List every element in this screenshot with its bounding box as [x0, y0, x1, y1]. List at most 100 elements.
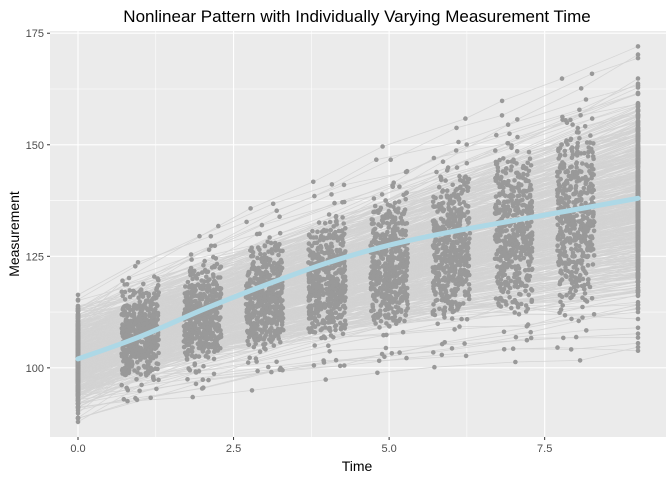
data-point	[635, 316, 641, 322]
data-point	[635, 285, 641, 291]
data-point	[141, 281, 146, 287]
data-point	[321, 319, 327, 325]
data-point	[378, 303, 384, 308]
data-point	[575, 149, 580, 154]
data-point	[368, 243, 373, 248]
data-point	[119, 382, 124, 388]
data-point	[372, 203, 378, 209]
data-point	[325, 298, 331, 304]
data-point	[193, 369, 198, 374]
data-point	[459, 259, 464, 264]
data-point	[211, 356, 217, 362]
data-point	[466, 282, 472, 287]
data-point	[498, 264, 504, 270]
data-point	[390, 300, 395, 305]
data-point	[493, 159, 499, 165]
data-point	[463, 116, 468, 121]
data-point	[510, 346, 516, 352]
data-point	[507, 207, 513, 213]
data-point	[312, 240, 317, 246]
data-point	[270, 337, 275, 342]
data-point	[457, 271, 462, 277]
data-point	[556, 182, 562, 187]
data-point	[404, 221, 410, 226]
data-point	[467, 286, 472, 292]
data-point	[571, 292, 576, 298]
data-point	[383, 252, 388, 257]
data-point	[273, 286, 278, 291]
data-point	[506, 234, 511, 240]
data-point	[493, 202, 499, 208]
data-point	[370, 230, 376, 235]
data-point	[526, 260, 531, 265]
data-point	[148, 395, 153, 401]
data-point	[133, 318, 139, 324]
data-point	[276, 316, 281, 322]
data-point	[515, 277, 520, 282]
data-point	[591, 141, 596, 146]
individual-line	[77, 124, 639, 369]
data-point	[375, 292, 380, 297]
data-point	[245, 330, 251, 335]
data-point	[269, 369, 274, 375]
data-point	[515, 284, 520, 290]
data-point	[584, 216, 590, 221]
data-point	[392, 207, 398, 213]
data-point	[465, 263, 471, 269]
data-point	[567, 230, 573, 235]
data-point	[635, 344, 641, 350]
data-point	[448, 207, 454, 213]
data-point	[330, 284, 335, 290]
data-point	[577, 358, 583, 363]
data-point	[568, 176, 574, 182]
data-point	[461, 270, 467, 276]
data-point	[208, 243, 214, 249]
data-point	[154, 361, 159, 366]
data-point	[527, 184, 533, 190]
data-point	[583, 200, 588, 206]
data-point	[268, 333, 273, 338]
data-point	[338, 320, 343, 326]
data-point	[383, 345, 389, 351]
data-point	[249, 388, 255, 393]
data-point	[564, 292, 569, 298]
data-point	[378, 312, 383, 317]
data-point	[147, 307, 152, 312]
data-point	[278, 268, 284, 274]
data-point	[135, 260, 141, 265]
data-point	[448, 267, 454, 273]
data-point	[567, 240, 573, 245]
data-point	[431, 350, 436, 355]
individual-line	[77, 333, 639, 389]
data-point	[443, 178, 448, 183]
data-point	[635, 143, 641, 149]
data-point	[498, 295, 503, 301]
data-point	[497, 200, 502, 206]
data-point	[146, 368, 151, 373]
data-point	[454, 302, 460, 308]
data-point	[341, 240, 346, 245]
data-point	[518, 292, 523, 297]
data-point	[589, 296, 595, 301]
data-point	[75, 292, 81, 298]
data-point	[568, 347, 574, 352]
data-point	[403, 232, 408, 238]
data-point	[432, 364, 437, 370]
data-point	[509, 164, 514, 169]
data-point	[306, 232, 312, 237]
data-point	[75, 398, 81, 403]
data-point	[509, 145, 514, 151]
data-point	[373, 235, 379, 240]
data-point	[527, 200, 533, 206]
data-point	[582, 237, 588, 242]
data-point	[327, 219, 333, 225]
data-point	[523, 303, 529, 308]
data-point	[248, 248, 253, 253]
data-point	[529, 288, 535, 293]
data-point	[570, 253, 575, 259]
data-point	[396, 221, 401, 226]
data-point	[494, 227, 500, 233]
data-point	[121, 396, 127, 402]
data-point	[498, 207, 503, 212]
data-point	[635, 113, 641, 118]
